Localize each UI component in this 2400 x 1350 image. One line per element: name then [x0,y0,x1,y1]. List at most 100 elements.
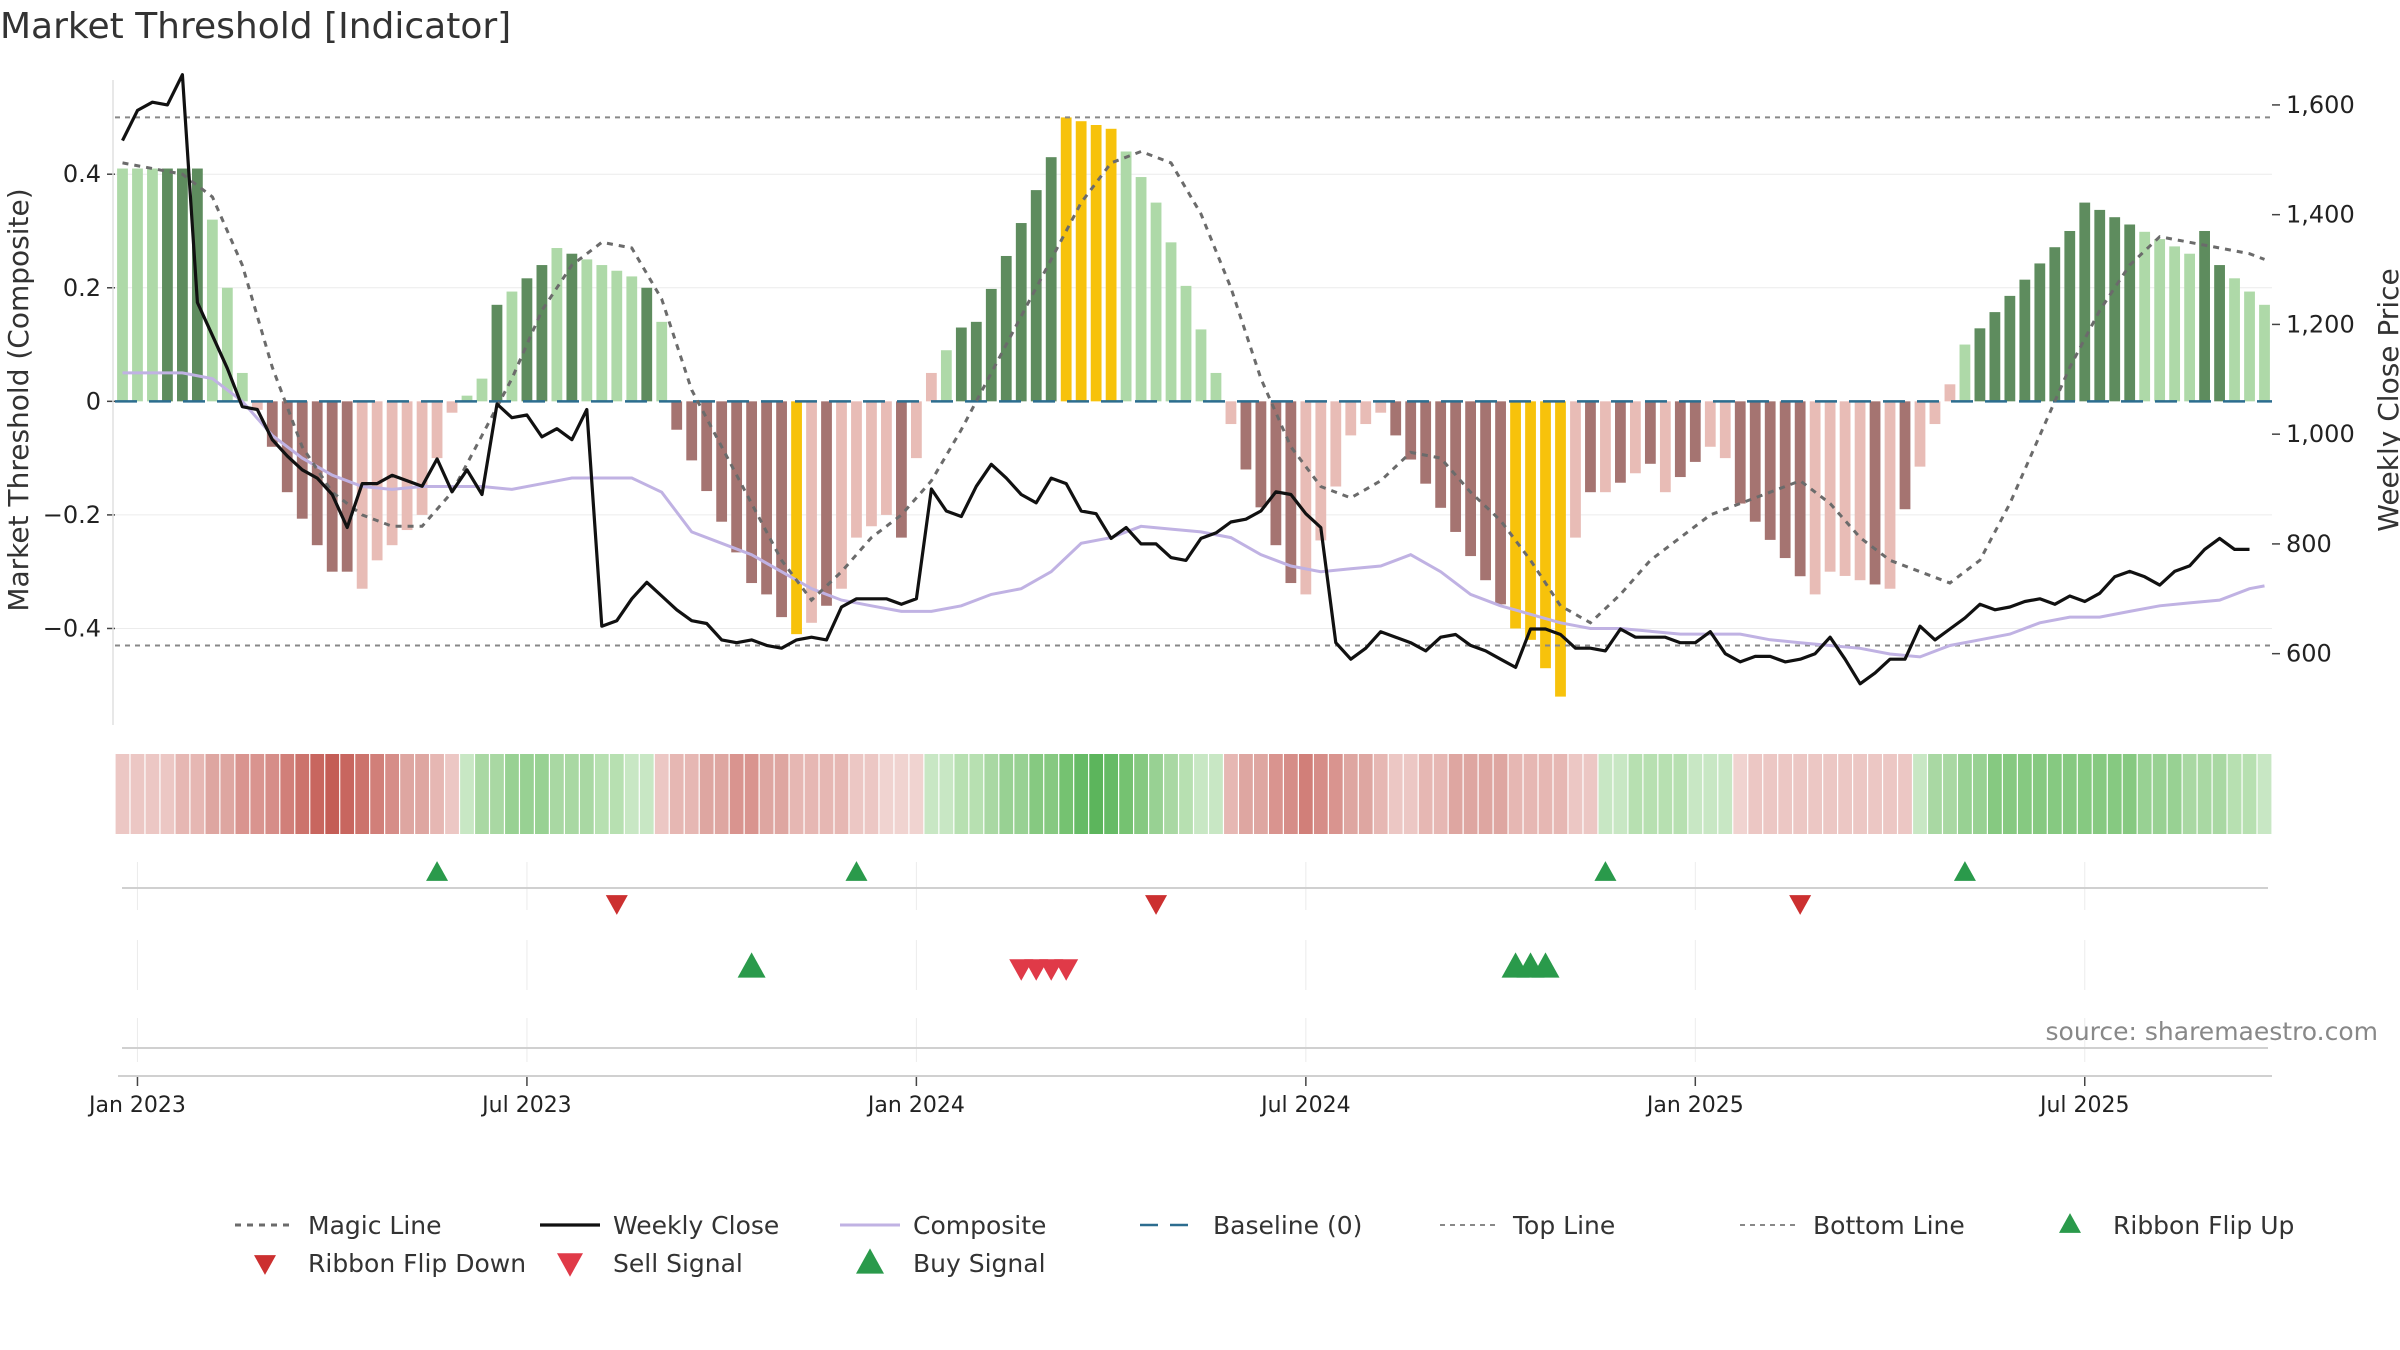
buy-signal-marker [737,952,766,978]
ribbon-cell [1508,754,1523,834]
ribbon-cell [1493,754,1508,834]
ribbon-cell [220,754,235,834]
bar [132,168,143,402]
bar [1555,401,1566,697]
ribbon-cell [340,754,355,834]
ribbon-cell [1613,754,1628,834]
ribbon-cell [1328,754,1343,834]
bar [1180,285,1192,402]
legend-label: Ribbon Flip Down [308,1249,526,1278]
ribbon-cell [744,754,759,834]
ribbon-cell [1853,754,1867,834]
ribbon-cell [190,754,205,834]
x-tick-label: Jan 2025 [1645,1093,1744,1118]
ribbon-cell [1313,754,1328,834]
bar [806,401,817,623]
bar [1794,401,1806,577]
legend-item-sell: Sell Signal [557,1249,743,1278]
ribbon-cell [1553,754,1568,834]
x-tick-label: Jan 2023 [87,1093,186,1118]
ribbon-flip-up-marker [1953,861,1976,881]
ribbon-cell [355,754,370,834]
ribbon-flip-up-marker [845,861,868,881]
ribbon-cell [2152,754,2167,834]
bar [521,278,533,402]
bar [1450,401,1462,532]
bar [551,248,563,402]
ribbon-cell [594,754,609,834]
ribbon-cell [2077,754,2092,834]
bar [1435,401,1447,508]
y-tick-label: −0.2 [43,501,101,529]
ribbon-cell [1388,754,1403,834]
bar [1764,401,1776,540]
ribbon-cell [1373,754,1388,834]
ribbon-flip-up-marker [1594,861,1617,881]
legend-label: Sell Signal [613,1249,743,1278]
ribbon-cell [1523,754,1538,834]
source-label: source: sharemaestro.com [2046,1017,2379,1046]
ribbon-cell [864,754,879,834]
bar [266,401,278,447]
ribbon-cell [415,754,429,834]
bar-series [117,117,2270,697]
bar [1285,401,1297,584]
ribbon-cell [624,754,639,834]
bar [1060,117,1072,402]
ribbon-cell [654,754,669,834]
ribbon-cell [1149,754,1163,834]
ribbon-strip [115,754,2272,834]
ribbon-cell [1883,754,1897,834]
ribbon-cell [1448,754,1463,834]
ribbon-flip-up-marker [426,861,449,881]
bar [446,401,458,413]
ribbon-cell [1973,754,1987,834]
weekly-close-line [121,73,2250,686]
ribbon-cell [310,754,325,834]
ribbon-cell [1418,754,1433,834]
ribbon-cell [984,754,999,834]
bar [1704,401,1716,447]
ribbon-flip-down-marker [1789,895,1812,915]
bar [2034,263,2046,402]
ribbon-cell [1568,754,1583,834]
ribbon-cell [1239,754,1253,834]
ribbon-cell [400,754,414,834]
bar [1360,401,1372,425]
bar [1210,372,1222,402]
ribbon-cell [280,754,295,834]
ribbon-cell [175,754,190,834]
bar [1914,401,1926,467]
bar [1525,401,1536,640]
ribbon-cell [699,754,714,834]
bar [1570,401,1581,538]
bar [2139,231,2151,402]
ribbon-cell [535,754,549,834]
ribbon-cell [1343,754,1358,834]
axes: 0.4 0.2 0 −0.2 −0.4 1,600 1,400 1,200 1,000 800 60… [43,80,2355,1118]
y2-tick-label: 1,000 [2286,420,2355,448]
bar [311,401,323,546]
x-tick-label: Jan 2024 [866,1093,965,1118]
y2-tick-label: 1,600 [2286,91,2355,119]
bar [1045,157,1057,402]
ribbon-cell [1748,754,1763,834]
legend-item-composite: Composite [840,1211,1046,1240]
bar [1315,401,1327,541]
ribbon-cell [1403,754,1418,834]
ribbon-cell [609,754,624,834]
bar [147,168,158,402]
bar [2169,246,2181,402]
bar [1989,312,2001,402]
bar [1465,401,1477,557]
bar [2049,247,2061,402]
bar [326,401,338,572]
ribbon-cell [1823,754,1838,834]
ribbon-cell [1134,754,1148,834]
ribbon-cell [1059,754,1074,834]
legend-item-baseline: Baseline (0) [1140,1211,1362,1240]
ribbon-cell [145,754,160,834]
bar [641,287,653,402]
ribbon-cell [2062,754,2077,834]
legend-label: Buy Signal [913,1249,1046,1278]
